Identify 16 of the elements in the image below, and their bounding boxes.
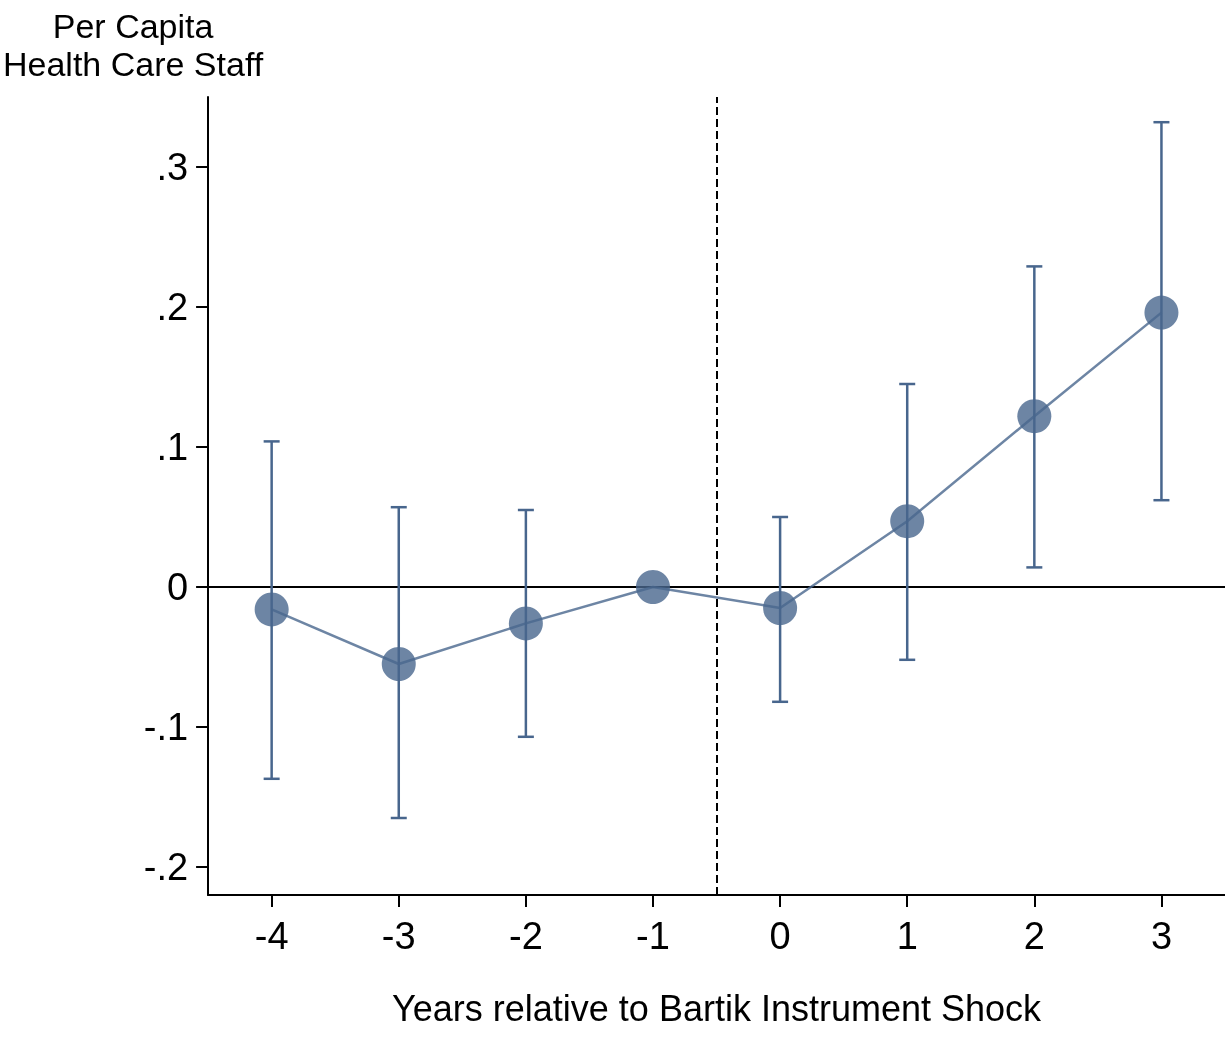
y-tick-label: -.1: [143, 706, 189, 748]
x-tick-label: -1: [636, 915, 670, 957]
y-tick-label: .1: [156, 426, 189, 468]
y-axis-title: Per Capita Health Care Staff: [3, 7, 264, 83]
x-tick-label: -4: [254, 915, 289, 957]
y-tick-label: .2: [156, 286, 189, 328]
y-tick-label: .3: [156, 146, 189, 188]
x-tick-label: 1: [896, 915, 918, 957]
x-axis-title: Years relative to Bartik Instrument Shock: [392, 987, 1043, 1029]
x-tick-label: 2: [1023, 915, 1045, 957]
x-tick-label: 3: [1150, 915, 1173, 957]
x-tick-label: 0: [769, 915, 791, 957]
y-tick-label: -.2: [143, 846, 189, 888]
x-tick-label: -2: [508, 915, 543, 957]
x-tick-label: -3: [381, 915, 416, 957]
y-tick-label: 0: [166, 566, 189, 608]
